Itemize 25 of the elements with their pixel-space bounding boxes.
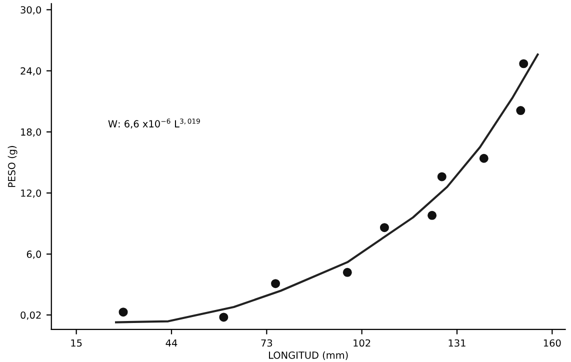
y-tick-label: 12,0	[21, 189, 42, 198]
y-tick-label: 24,0	[20, 67, 42, 76]
y-tick-label: 6,0	[26, 250, 42, 259]
point	[219, 312, 228, 322]
y-axis-title: PESO (g)	[8, 146, 18, 187]
point	[428, 210, 437, 220]
point	[479, 154, 488, 163]
x-axis-title: LONGITUD (mm)	[269, 351, 348, 360]
x-tick-label: 15	[71, 339, 82, 347]
x-tick-label: 73	[261, 339, 272, 347]
y-tick-label: 0,02	[20, 311, 41, 320]
x-tick-label: 131	[448, 339, 466, 347]
point	[342, 268, 352, 277]
x-tick-label: 160	[544, 339, 561, 347]
y-tick-label: 30,0	[20, 6, 42, 15]
point	[271, 279, 280, 288]
point	[437, 172, 446, 182]
point	[380, 223, 389, 232]
y-tick-label: 18,0	[21, 128, 42, 137]
point	[118, 308, 128, 317]
x-tick-label: 44	[166, 339, 178, 347]
annotation: W: 6,6 x10$^{−6}$ L$^{3,019}$	[108, 118, 200, 128]
point	[516, 106, 526, 116]
point	[519, 59, 528, 68]
x-tick-label: 102	[354, 339, 370, 347]
